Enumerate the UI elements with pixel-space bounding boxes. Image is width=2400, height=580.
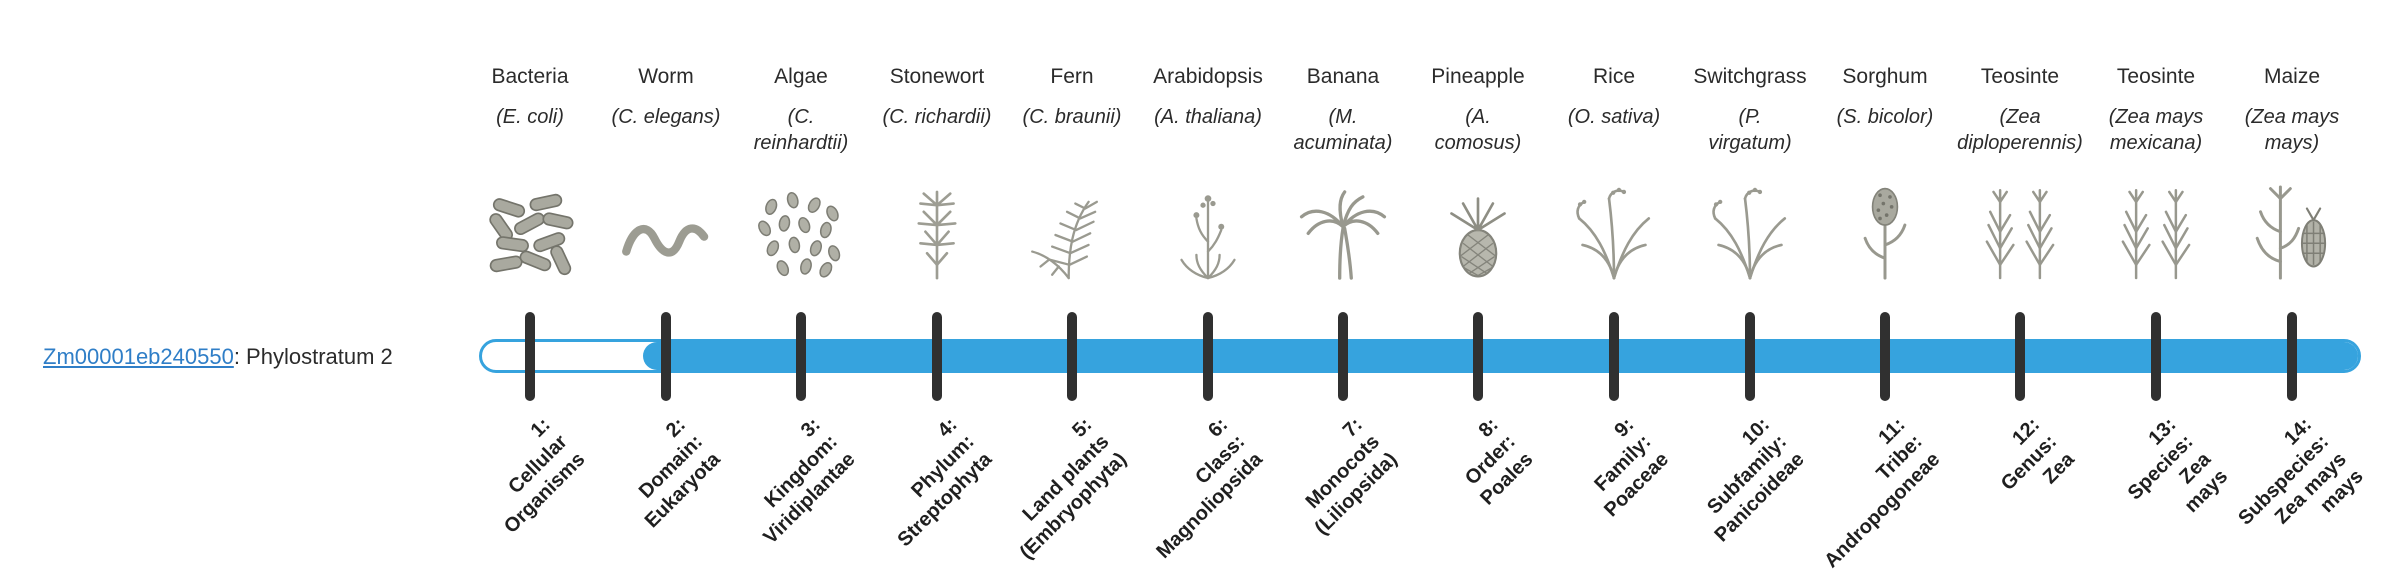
phylostrata-bar-fill <box>643 342 2358 370</box>
organism-scientific-name: (S. bicolor) <box>1836 106 1934 128</box>
banana-plant-icon <box>1283 176 1403 288</box>
phylostratum-label: 14: Subspecies: Zea mays mays <box>2234 413 2369 530</box>
phylostratum-tick <box>2151 312 2161 401</box>
phylostratum-label: 4: Phylum: Streptophyta <box>892 413 996 551</box>
organism-scientific-name: (A. comosus) <box>1434 106 1522 154</box>
phylostratum-tick <box>525 312 535 401</box>
organism-scientific-name: (A. thaliana) <box>1154 106 1262 128</box>
phylostratum-label: 12: Genus: Zea <box>1997 413 2079 496</box>
organism-name: Pineapple <box>1431 65 1525 88</box>
phylostratum-label: 10: Subfamily: Panicoideae <box>1703 413 1809 547</box>
phylostratum-label: 2: Domain: Eukaryota <box>635 413 725 533</box>
organism-scientific-name: (Zea mays mays) <box>2244 106 2340 154</box>
phylostratum-label: 3: Kingdom: Viridiplantae <box>759 413 860 549</box>
phylostratum-tick <box>2287 312 2297 401</box>
teosinte-diploperennis-icon <box>1960 176 2080 288</box>
sorghum-icon <box>1825 176 1945 288</box>
organism-scientific-name: (M. acuminata) <box>1293 106 1393 154</box>
organism-scientific-name: (C. reinhardtii) <box>753 106 849 154</box>
fern-icon <box>1012 176 1132 288</box>
phylostratum-tick <box>1067 312 1077 401</box>
algae-icon <box>741 176 861 288</box>
organism-name: Algae <box>774 65 828 88</box>
organism-scientific-name: (C. richardii) <box>882 106 992 128</box>
rice-plant-icon <box>1554 176 1674 288</box>
phylostratum-tick <box>1203 312 1213 401</box>
phylostratum-tick <box>932 312 942 401</box>
organism-scientific-name: (Zea diploperennis) <box>1957 106 2083 154</box>
organism-name: Fern <box>1050 65 1094 88</box>
organism-name: Sorghum <box>1842 65 1928 88</box>
phylostratum-tick <box>796 312 806 401</box>
gene-id-link[interactable]: Zm00001eb240550 <box>43 344 234 369</box>
organism-name: Switchgrass <box>1693 65 1807 88</box>
switchgrass-icon <box>1690 176 1810 288</box>
bacteria-icon <box>470 176 590 288</box>
arabidopsis-icon <box>1148 176 1268 288</box>
phylostrata-bar-track <box>479 339 2361 373</box>
phylostratum-tick <box>1609 312 1619 401</box>
phylostratum-label: 8: Order: Poales <box>1460 413 1537 510</box>
pineapple-icon <box>1418 176 1538 288</box>
phylostratum-label: 13: Species: Zea mays <box>2123 413 2233 518</box>
phylostratum-label: 6: Class: Magnoliopsida <box>1152 413 1267 563</box>
worm-icon <box>606 176 726 288</box>
organism-scientific-name: (C. elegans) <box>611 106 721 128</box>
phylostratum-label: 7: Monocots (Liliopsida) <box>1302 413 1402 540</box>
phylostratum-tick <box>2015 312 2025 401</box>
phylostratum-tick <box>1338 312 1348 401</box>
teosinte-mexicana-icon <box>2096 176 2216 288</box>
gene-label: Zm00001eb240550: Phylostratum 2 <box>43 344 393 370</box>
organism-name: Teosinte <box>2116 65 2196 88</box>
organism-name: Bacteria <box>491 65 569 88</box>
organism-scientific-name: (P. virgatum) <box>1708 106 1792 154</box>
phylostratum-label: 11: Tribe: Andropogoneae <box>1819 413 1944 573</box>
organism-name: Arabidopsis <box>1153 65 1263 88</box>
organism-scientific-name: (C. braunii) <box>1022 106 1122 128</box>
gene-phylostratum-text: : Phylostratum 2 <box>233 344 393 369</box>
phylostratum-label: 9: Family: Poaceae <box>1590 413 1673 522</box>
organism-scientific-name: (E. coli) <box>496 106 564 128</box>
organism-scientific-name: (O. sativa) <box>1567 106 1661 128</box>
organism-name: Stonewort <box>889 65 985 88</box>
organism-name: Rice <box>1592 65 1635 88</box>
phylostratum-tick <box>1880 312 1890 401</box>
phylostratum-label: 1: Cellular Organisms <box>499 413 589 538</box>
organism-name: Banana <box>1306 65 1380 88</box>
organism-scientific-name: (Zea mays mexicana) <box>2108 106 2204 154</box>
organism-name: Worm <box>638 65 694 88</box>
phylostratum-tick <box>1745 312 1755 401</box>
organism-name: Teosinte <box>1980 65 2060 88</box>
phylostratum-tick <box>1473 312 1483 401</box>
maize-plant-icon <box>2232 176 2352 288</box>
organism-name: Maize <box>2263 65 2321 88</box>
phylostratum-label: 5: Land plants (Embryophyta) <box>1015 413 1131 564</box>
stonewort-icon <box>877 176 997 288</box>
phylostratum-tick <box>661 312 671 401</box>
